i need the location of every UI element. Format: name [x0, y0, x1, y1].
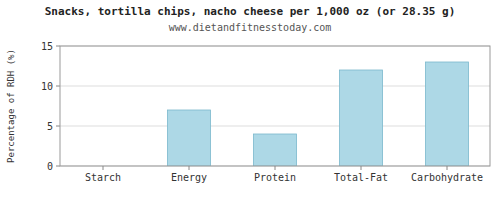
- y-tick-label: 0: [47, 161, 53, 172]
- bar: [254, 134, 297, 166]
- subtitle: www.dietandfitnesstoday.com: [169, 22, 332, 33]
- bar: [340, 70, 383, 166]
- plot-area: [60, 46, 490, 166]
- x-tick: [447, 166, 448, 170]
- x-tick-label: Energy: [171, 172, 207, 183]
- chart-container: Snacks, tortilla chips, nacho cheese per…: [0, 0, 500, 200]
- bars: [168, 62, 469, 166]
- x-tick: [361, 166, 362, 170]
- x-tick-label: Protein: [254, 172, 296, 183]
- y-tick: [56, 86, 60, 87]
- y-tick-label: 15: [41, 41, 53, 52]
- x-tick-label: Total-Fat: [334, 172, 388, 183]
- title: Snacks, tortilla chips, nacho cheese per…: [45, 5, 456, 18]
- x-tick: [275, 166, 276, 170]
- y-tick-label: 10: [41, 81, 53, 92]
- x-tick: [103, 166, 104, 170]
- chart: Snacks, tortilla chips, nacho cheese per…: [0, 0, 500, 200]
- x-tick: [189, 166, 190, 170]
- y-axis-label: Percentage of RDH (%): [6, 49, 16, 163]
- plot-frame: [60, 46, 490, 166]
- x-tick-label: Carbohydrate: [411, 172, 483, 183]
- bar: [426, 62, 469, 166]
- y-tick: [56, 126, 60, 127]
- y-tick-label: 5: [47, 121, 53, 132]
- y-tick: [56, 166, 60, 167]
- y-tick: [56, 46, 60, 47]
- bar: [168, 110, 211, 166]
- x-tick-label: Starch: [85, 172, 121, 183]
